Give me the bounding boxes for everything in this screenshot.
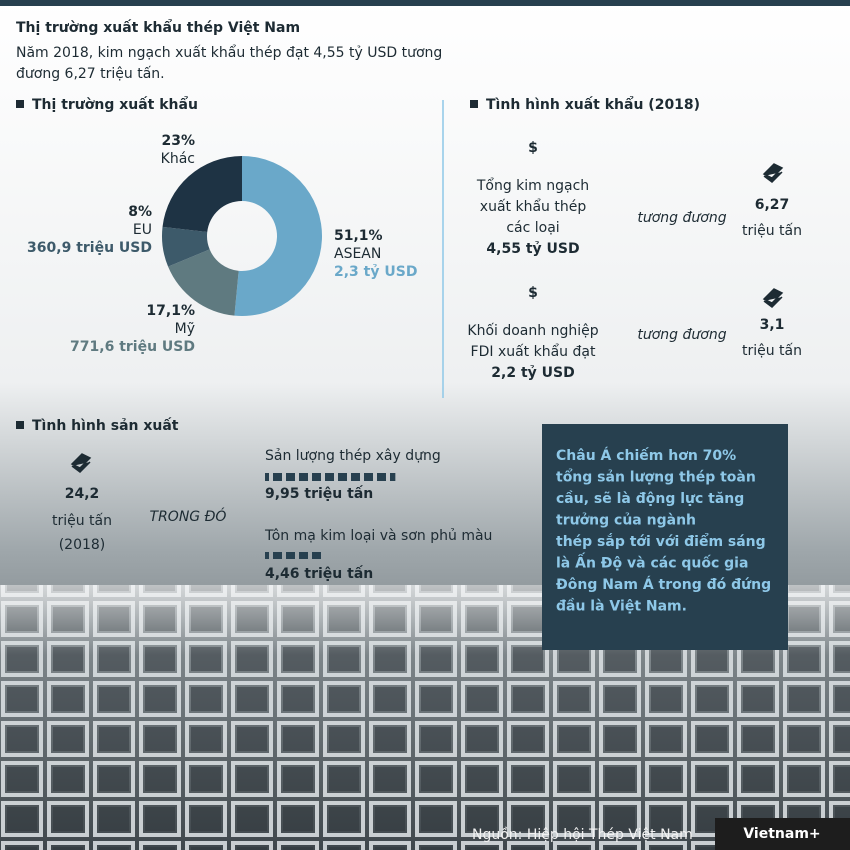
bullet [16, 421, 24, 429]
slice-percent: 17,1% [146, 303, 195, 319]
production-year: (2018) [59, 537, 106, 553]
note-text: Đông Nam Á trong đó đứng [556, 576, 771, 593]
production-item: Tôn mạ kim loại và sơn phủ màu [264, 528, 492, 544]
logo: Vietnam+ [743, 826, 820, 842]
equivalent: tương đương [637, 327, 726, 343]
slice-percent: 23% [161, 133, 195, 149]
square-bar [265, 552, 324, 561]
section-title: Tình hình sản xuất [32, 417, 179, 434]
pie-slice [162, 226, 210, 267]
production-item: Sản lượng thép xây dựng [265, 448, 441, 464]
note-text: thép sắp tới với điểm sáng [556, 533, 766, 550]
bullet [16, 100, 24, 108]
slice-name: EU [133, 222, 152, 238]
slice-amount: 771,6 triệu USD [70, 339, 195, 355]
section-title: Tình hình xuất khẩu (2018) [486, 96, 700, 113]
production-value: 4,46 triệu tấn [265, 565, 373, 582]
slice-name: ASEAN [334, 246, 381, 262]
note-text: tổng sản lượng thép toàn [556, 469, 756, 486]
note-box [542, 424, 788, 650]
top-bar [0, 0, 850, 6]
section-title: Thị trường xuất khẩu [32, 96, 198, 113]
slice-amount: 360,9 triệu USD [27, 240, 152, 256]
tonnage: 3,1 [760, 317, 785, 333]
subtitle: Năm 2018, kim ngạch xuất khẩu thép đạt 4… [16, 44, 442, 61]
slice-percent: 8% [128, 204, 152, 220]
including: TRONG ĐÓ [150, 507, 227, 525]
equivalent: tương đương [637, 210, 726, 226]
export-text: FDI xuất khẩu đạt [471, 343, 596, 360]
slice-name: Mỹ [175, 321, 195, 337]
note-text: đầu là Việt Nam. [556, 598, 687, 615]
hat-icon [762, 163, 784, 183]
pie-slice [162, 156, 242, 233]
tonnage-unit: triệu tấn [742, 343, 802, 359]
slice-percent: 51,1% [334, 228, 383, 244]
export-text: các loại [506, 220, 559, 236]
hat-icon [762, 288, 784, 308]
pie-slice [168, 249, 239, 316]
subtitle: đương 6,27 triệu tấn. [16, 66, 165, 82]
note-text: là Ấn Độ và các quốc gia [556, 552, 748, 572]
tonnage-unit: triệu tấn [742, 223, 802, 239]
note-text: cầu, sẽ là động lực tăng [556, 490, 744, 507]
export-amount: 2,2 tỷ USD [491, 365, 574, 381]
export-text: xuất khẩu thép [480, 198, 587, 215]
export-amount: 4,55 tỷ USD [486, 241, 579, 257]
production-value: 9,95 triệu tấn [265, 485, 373, 502]
note-text: Châu Á chiếm hơn 70% [556, 447, 736, 464]
logo-box [715, 818, 850, 850]
production-unit: triệu tấn [52, 513, 112, 529]
hat-icon [70, 453, 92, 473]
dollar-icon: $ [528, 285, 538, 301]
production-total: 24,2 [65, 486, 100, 502]
export-text: Tổng kim ngạch [476, 177, 589, 194]
title: Thị trường xuất khẩu thép Việt Nam [16, 19, 300, 36]
slice-name: Khác [161, 151, 195, 167]
slice-amount: 2,3 tỷ USD [334, 264, 417, 280]
export-text: Khối doanh nghiệp [467, 322, 598, 339]
source: Nguồn: Hiệp hội Thép Việt Nam [472, 826, 693, 843]
note-text: trưởng của ngành [556, 513, 696, 529]
pie-slice [234, 156, 322, 317]
tonnage: 6,27 [755, 197, 790, 213]
dollar-icon: $ [528, 140, 538, 156]
bullet [470, 100, 478, 108]
square-bar [265, 472, 396, 481]
